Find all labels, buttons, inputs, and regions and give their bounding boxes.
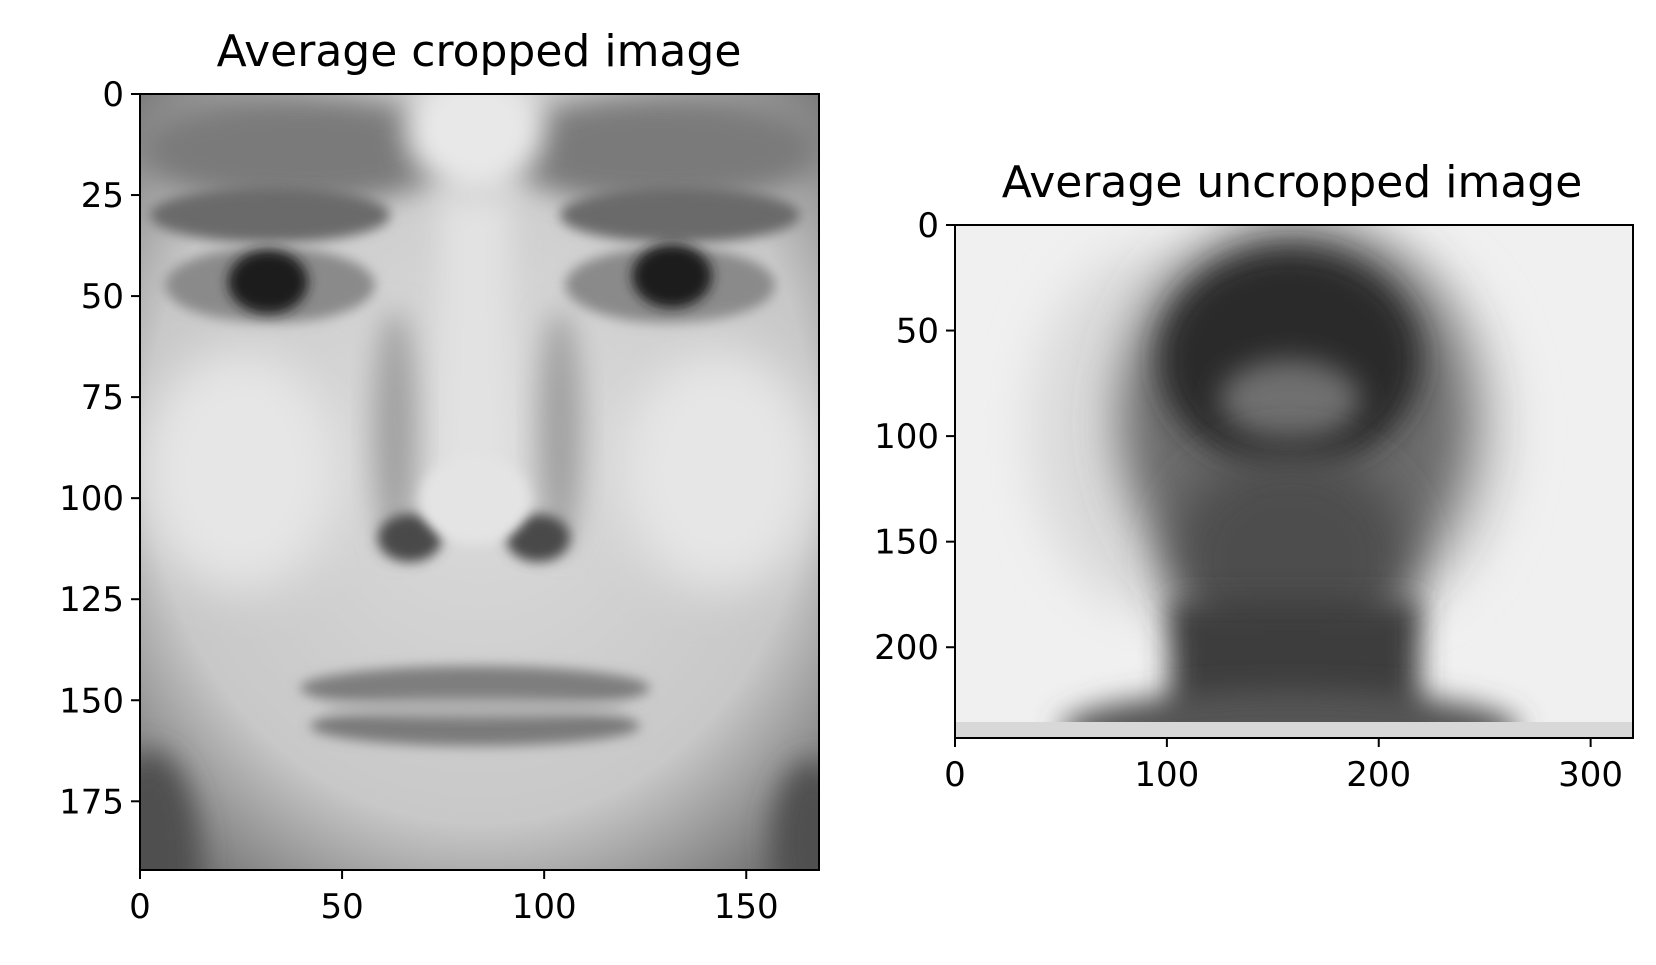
x-tick-label-cropped: 150: [714, 887, 779, 927]
image-uncropped: [955, 225, 1633, 738]
y-tick-label-cropped: 25: [81, 176, 124, 216]
y-tick-label-uncropped: 100: [874, 417, 939, 457]
x-tick-label-uncropped: 200: [1346, 755, 1411, 795]
x-tick-label-cropped: 100: [512, 887, 577, 927]
y-tick-label-uncropped: 200: [874, 628, 939, 668]
panel-uncropped: Average uncropped image 0 100 200 300 0 50 100…: [874, 157, 1634, 795]
y-tick-label-uncropped: 50: [896, 312, 939, 352]
y-tick-label-cropped: 0: [102, 75, 124, 115]
x-tick-label-cropped: 0: [129, 887, 151, 927]
chart-title-uncropped: Average uncropped image: [1002, 157, 1583, 208]
y-tick-label-cropped: 150: [59, 681, 124, 721]
y-tick-label-cropped: 100: [59, 479, 124, 519]
axes-frame-uncropped: [954, 224, 1634, 739]
y-tick-label-cropped: 50: [81, 277, 124, 317]
panel-cropped: Average cropped image: [59, 26, 820, 927]
x-tick-label-uncropped: 0: [944, 755, 966, 795]
x-tick-label-cropped: 50: [320, 887, 363, 927]
image-cropped: [140, 94, 819, 870]
y-tick-label-cropped: 75: [81, 378, 124, 418]
x-tick-label-uncropped: 300: [1558, 755, 1623, 795]
chart-title-cropped: Average cropped image: [217, 26, 742, 77]
y-tick-label-uncropped: 150: [874, 523, 939, 563]
axis-ticks-uncropped: 0 100 200 300 0 50 100 150 200: [874, 206, 1623, 795]
y-tick-label-cropped: 125: [59, 580, 124, 620]
y-tick-label-uncropped: 0: [917, 206, 939, 246]
axes-frame-cropped: [139, 93, 820, 871]
y-tick-label-cropped: 175: [59, 782, 124, 822]
axis-ticks-cropped: 0 50 100 150 0 25 50 75 100 125 150 175: [59, 75, 779, 927]
x-tick-label-uncropped: 100: [1134, 755, 1199, 795]
